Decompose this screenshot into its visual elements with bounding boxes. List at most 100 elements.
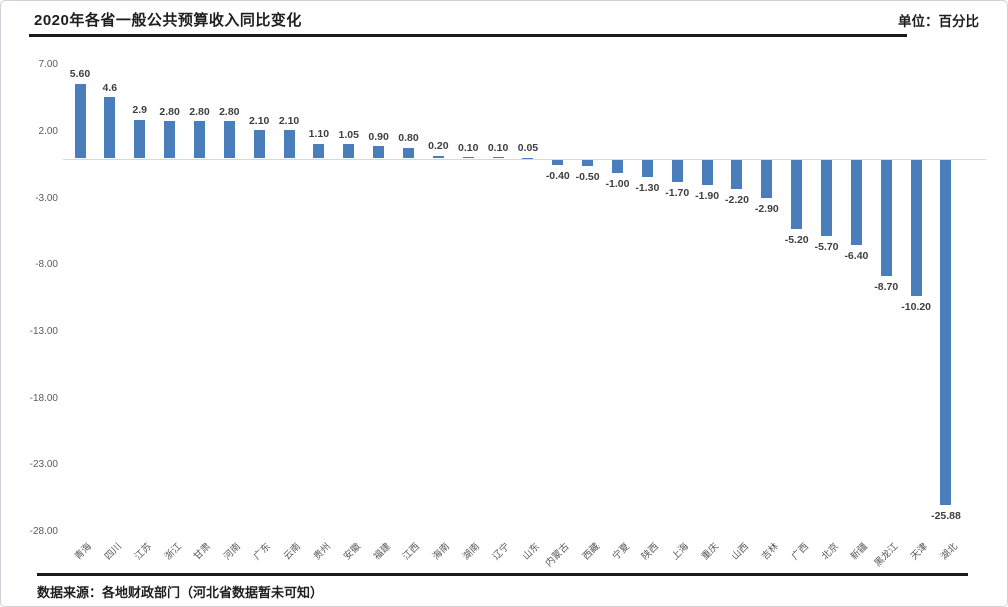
bar: [283, 130, 295, 159]
bar: [104, 97, 116, 159]
bar-value-label: -0.40: [545, 169, 570, 182]
bar-value-label: 1.10: [308, 128, 330, 141]
bar: [821, 159, 833, 236]
bar-value-label: 1.05: [338, 128, 359, 141]
bar: [582, 159, 594, 167]
category-label: 吉林: [759, 541, 781, 563]
category-label: 云南: [281, 541, 303, 563]
bar: [641, 159, 653, 177]
category-label: 江西: [401, 541, 423, 563]
y-axis-tick-label: -18.00: [29, 392, 58, 404]
category-label: 广东: [251, 541, 274, 563]
bar-value-label: -2.90: [754, 203, 779, 216]
bar: [134, 119, 146, 159]
category-label: 宁夏: [610, 541, 632, 563]
category-label: 黑龙江: [872, 541, 901, 570]
bar: [223, 121, 235, 159]
bar: [940, 159, 952, 505]
y-axis-tick-label: -3.00: [35, 192, 58, 204]
category-label: 广西: [789, 541, 811, 563]
bar-value-label: -0.50: [575, 171, 600, 184]
bar-value-label: 0.10: [457, 141, 479, 154]
bar: [552, 159, 564, 165]
bar-value-label: 0.80: [398, 132, 419, 145]
bar-value-label: 2.9: [132, 104, 148, 117]
bar: [462, 157, 474, 159]
bar: [910, 159, 922, 296]
y-axis-tick-label: 2.00: [38, 125, 58, 137]
bar-value-label: -1.70: [665, 187, 690, 200]
bar-value-label: 2.10: [278, 114, 300, 127]
category-label: 四川: [102, 541, 124, 563]
bar: [193, 121, 205, 159]
chart-area: 7.00 2.00 -3.00 -8.00 -13.00 -18.00 -23.00 -28.…: [1, 43, 1007, 571]
bar: [731, 159, 743, 189]
bar-value-label: -6.40: [844, 249, 869, 262]
bar: [671, 159, 683, 183]
category-label: 天津: [908, 541, 931, 563]
bar: [373, 146, 385, 159]
y-axis-tick-label: -8.00: [35, 259, 58, 271]
category-label: 海南: [431, 541, 453, 563]
category-label: 河南: [221, 541, 244, 563]
category-label: 山东: [520, 541, 542, 563]
bar: [74, 83, 86, 159]
category-label: 湖北: [938, 541, 960, 563]
bar: [850, 159, 862, 245]
category-label: 陕西: [640, 541, 662, 563]
bar-value-label: -5.20: [784, 233, 809, 246]
bar-value-label: -1.90: [695, 189, 720, 202]
bar: [313, 143, 325, 159]
bar-value-label: 2.80: [159, 105, 180, 118]
bar: [164, 121, 176, 159]
bar: [880, 159, 892, 276]
y-axis-tick-label: -13.00: [29, 325, 58, 337]
category-label: 北京: [819, 541, 841, 563]
category-label: 甘肃: [192, 541, 214, 563]
bar-value-label: -10.20: [901, 300, 932, 313]
y-axis-tick-label: -23.00: [29, 459, 58, 471]
category-label: 重庆: [699, 541, 721, 563]
bar-value-label: -5.70: [814, 240, 839, 253]
bar-value-label: 2.80: [219, 105, 240, 118]
data-source-note: 数据来源：各地财政部门（河北省数据暂未可知）: [37, 585, 324, 600]
bar-value-label: 4.6: [102, 81, 118, 94]
y-axis-tick-label: 7.00: [38, 59, 58, 71]
bar: [402, 147, 414, 159]
bar-value-label: 5.60: [69, 68, 91, 81]
bar-value-label: -25.88: [931, 509, 961, 522]
bar-value-label: 2.80: [189, 105, 210, 118]
category-label: 贵州: [311, 541, 333, 563]
bar-value-label: -1.00: [605, 177, 630, 190]
bar: [492, 157, 504, 159]
bar-value-label: 0.20: [428, 140, 449, 153]
bar: [432, 155, 444, 159]
category-label: 内蒙古: [543, 541, 572, 570]
unit-label: 单位：百分比: [898, 14, 979, 29]
bar: [522, 157, 534, 159]
bar-value-label: 2.10: [248, 114, 270, 127]
category-label: 山西: [729, 541, 751, 563]
bar-value-label: -2.20: [724, 193, 749, 206]
category-label: 浙江: [162, 541, 184, 563]
bar: [791, 159, 803, 229]
bar-value-label: -1.30: [635, 181, 660, 194]
category-label: 湖南: [460, 541, 483, 563]
bar: [701, 159, 713, 185]
bar: [253, 130, 265, 159]
bar-value-label: -8.70: [874, 280, 899, 293]
category-label: 上海: [669, 541, 692, 563]
category-label: 江苏: [132, 541, 154, 563]
category-label: 福建: [371, 541, 393, 563]
bar-value-label: 0.10: [487, 141, 509, 154]
chart-title: 2020年各省一般公共预算收入同比变化: [34, 12, 302, 29]
header-rule: [29, 34, 907, 37]
bar: [612, 159, 624, 173]
bar: [761, 159, 773, 199]
x-axis-baseline: [63, 158, 986, 160]
category-label: 青海: [72, 541, 94, 563]
category-label: 辽宁: [490, 541, 512, 563]
bar-value-label: 0.05: [517, 142, 539, 155]
y-axis-tick-label: -28.00: [29, 526, 58, 538]
